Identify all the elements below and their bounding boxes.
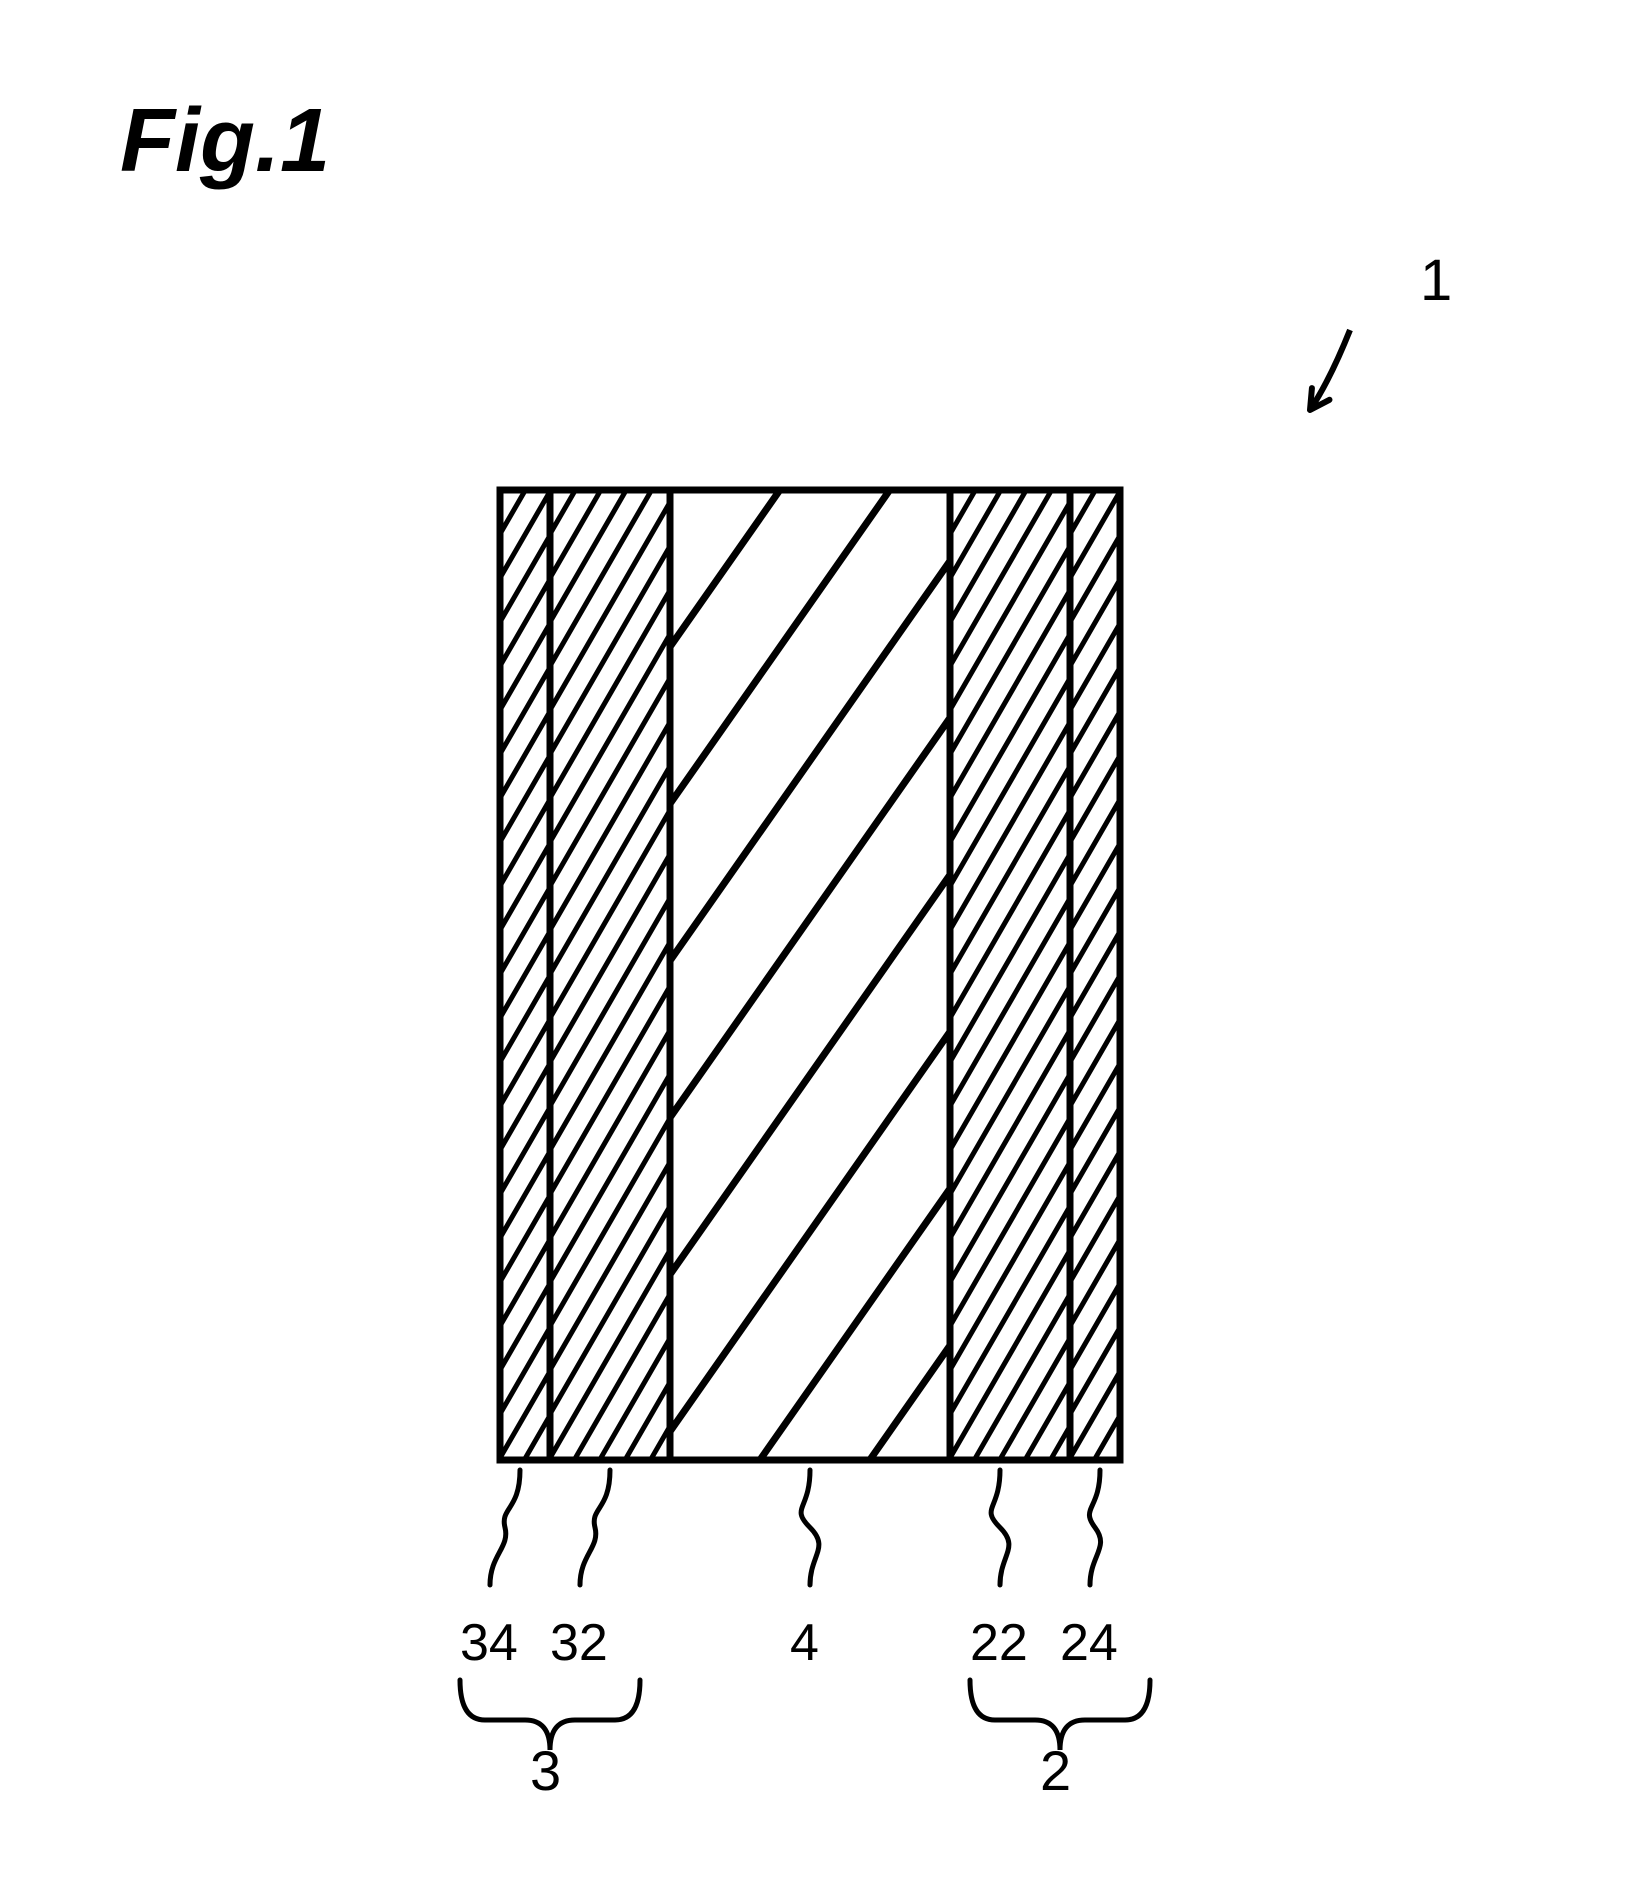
leader-line [991, 1470, 1009, 1585]
cross-section-diagram: 134324222432 [0, 0, 1644, 1902]
leader-line [580, 1470, 610, 1585]
figure-title: Fig.1 [120, 90, 330, 193]
layer-ref-label: 24 [1060, 1614, 1118, 1672]
assembly-ref-label: 1 [1420, 248, 1452, 313]
group-ref-label: 3 [530, 1739, 561, 1802]
leader-line [490, 1470, 520, 1585]
leader-line [1089, 1470, 1100, 1585]
layer-ref-label: 4 [790, 1614, 819, 1672]
figure-page: Fig.1 134324222432 [0, 0, 1644, 1902]
leader-line [801, 1470, 819, 1585]
layer-ref-label: 32 [550, 1614, 608, 1672]
layer-ref-label: 34 [460, 1614, 518, 1672]
group-ref-label: 2 [1040, 1739, 1071, 1802]
layer-ref-label: 22 [970, 1614, 1028, 1672]
